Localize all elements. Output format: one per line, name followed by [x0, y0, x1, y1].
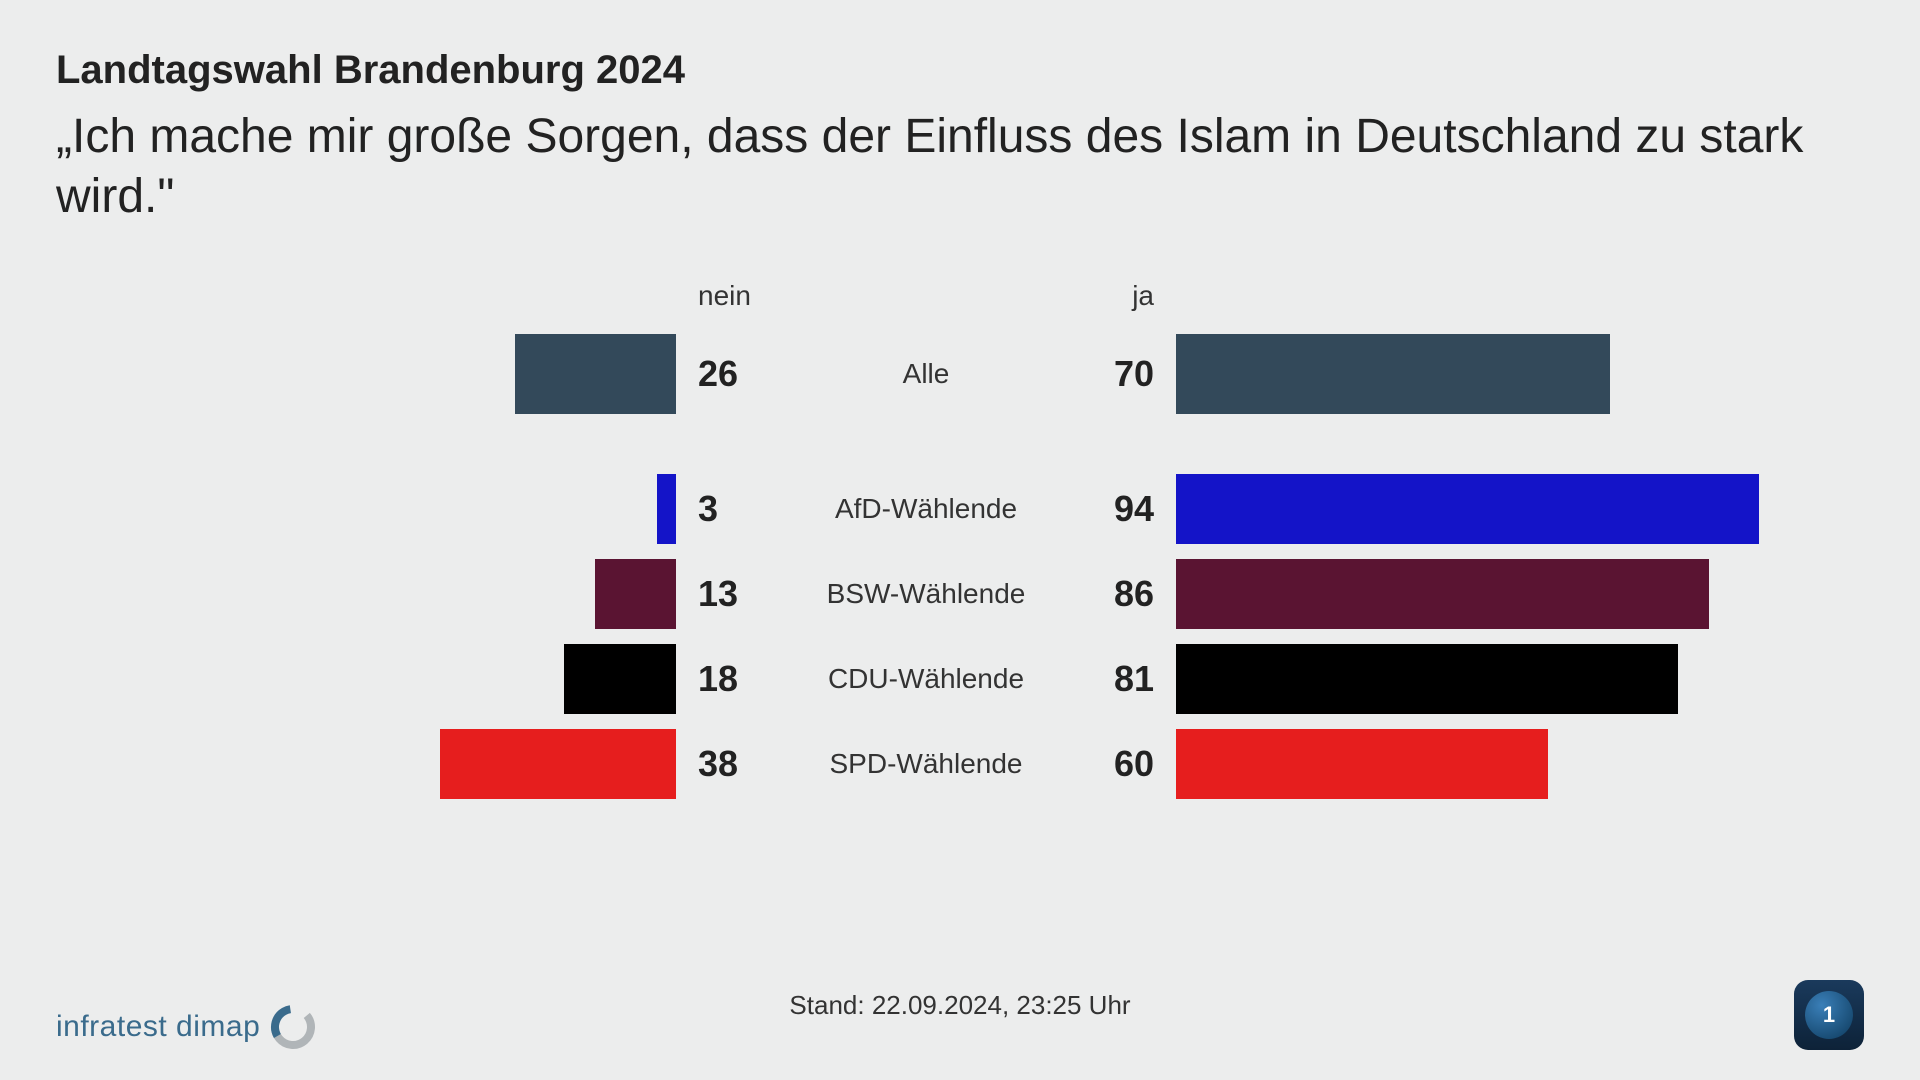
bar-nein	[440, 729, 676, 799]
diverging-bar-chart: nein ja 26Alle70 3AfD-Wählende94 13BSW-Wäh…	[56, 280, 1864, 799]
value-ja: 60	[1076, 743, 1176, 785]
row-label: Alle	[776, 358, 1076, 390]
bar-nein	[515, 334, 676, 414]
row-label: BSW-Wählende	[776, 578, 1076, 610]
bar-ja	[1176, 334, 1610, 414]
stand-prefix: Stand:	[789, 990, 871, 1020]
value-nein: 13	[676, 573, 776, 615]
header-nein: nein	[698, 280, 751, 312]
bar-nein-wrap	[56, 559, 676, 629]
bar-nein-wrap	[56, 644, 676, 714]
infratest-dimap-icon	[270, 1004, 316, 1050]
source-text: infratest dimap	[56, 1010, 260, 1044]
chart-canvas: Landtagswahl Brandenburg 2024 „Ich mache…	[0, 0, 1920, 1080]
chart-row: 3AfD-Wählende94	[56, 474, 1864, 544]
value-ja: 81	[1076, 658, 1176, 700]
network-logo: 1	[1794, 980, 1864, 1050]
bar-ja	[1176, 729, 1548, 799]
chart-row: 26Alle70	[56, 334, 1864, 414]
bar-ja-wrap	[1176, 729, 1796, 799]
row-label: AfD-Wählende	[776, 493, 1076, 525]
bar-nein-wrap	[56, 334, 676, 414]
chart-row: 13BSW-Wählende86	[56, 559, 1864, 629]
source-logo: infratest dimap	[56, 1004, 316, 1050]
header-ja: ja	[1132, 280, 1154, 312]
network-logo-inner: 1	[1805, 991, 1853, 1039]
bar-ja	[1176, 474, 1759, 544]
bar-ja	[1176, 644, 1678, 714]
value-ja: 94	[1076, 488, 1176, 530]
bar-ja-wrap	[1176, 644, 1796, 714]
value-nein: 38	[676, 743, 776, 785]
stand-value: 22.09.2024, 23:25 Uhr	[872, 990, 1131, 1020]
rows-container: 26Alle703AfD-Wählende9413BSW-Wählende861…	[56, 334, 1864, 799]
chart-row: 38SPD-Wählende60	[56, 729, 1864, 799]
value-nein: 18	[676, 658, 776, 700]
bar-ja-wrap	[1176, 334, 1796, 414]
timestamp: Stand: 22.09.2024, 23:25 Uhr	[789, 990, 1130, 1021]
network-label: 1	[1823, 1002, 1835, 1028]
bar-ja	[1176, 559, 1709, 629]
row-label: SPD-Wählende	[776, 748, 1076, 780]
page-title: Landtagswahl Brandenburg 2024	[56, 48, 1864, 93]
row-label: CDU-Wählende	[776, 663, 1076, 695]
chart-row: 18CDU-Wählende81	[56, 644, 1864, 714]
bar-nein	[564, 644, 676, 714]
bar-ja-wrap	[1176, 559, 1796, 629]
bar-nein	[657, 474, 676, 544]
value-ja: 86	[1076, 573, 1176, 615]
bar-nein-wrap	[56, 474, 676, 544]
value-nein: 3	[676, 488, 776, 530]
bar-nein-wrap	[56, 729, 676, 799]
row-group: 26Alle70	[56, 334, 1864, 414]
chart-subtitle: „Ich mache mir große Sorgen, dass der Ei…	[56, 107, 1864, 227]
column-headers: nein ja	[56, 280, 1864, 320]
bar-ja-wrap	[1176, 474, 1796, 544]
value-ja: 70	[1076, 353, 1176, 395]
footer: infratest dimap Stand: 22.09.2024, 23:25…	[0, 990, 1920, 1050]
row-group: 3AfD-Wählende94 13BSW-Wählende86 18CDU-Wäh…	[56, 474, 1864, 799]
value-nein: 26	[676, 353, 776, 395]
bar-nein	[595, 559, 676, 629]
